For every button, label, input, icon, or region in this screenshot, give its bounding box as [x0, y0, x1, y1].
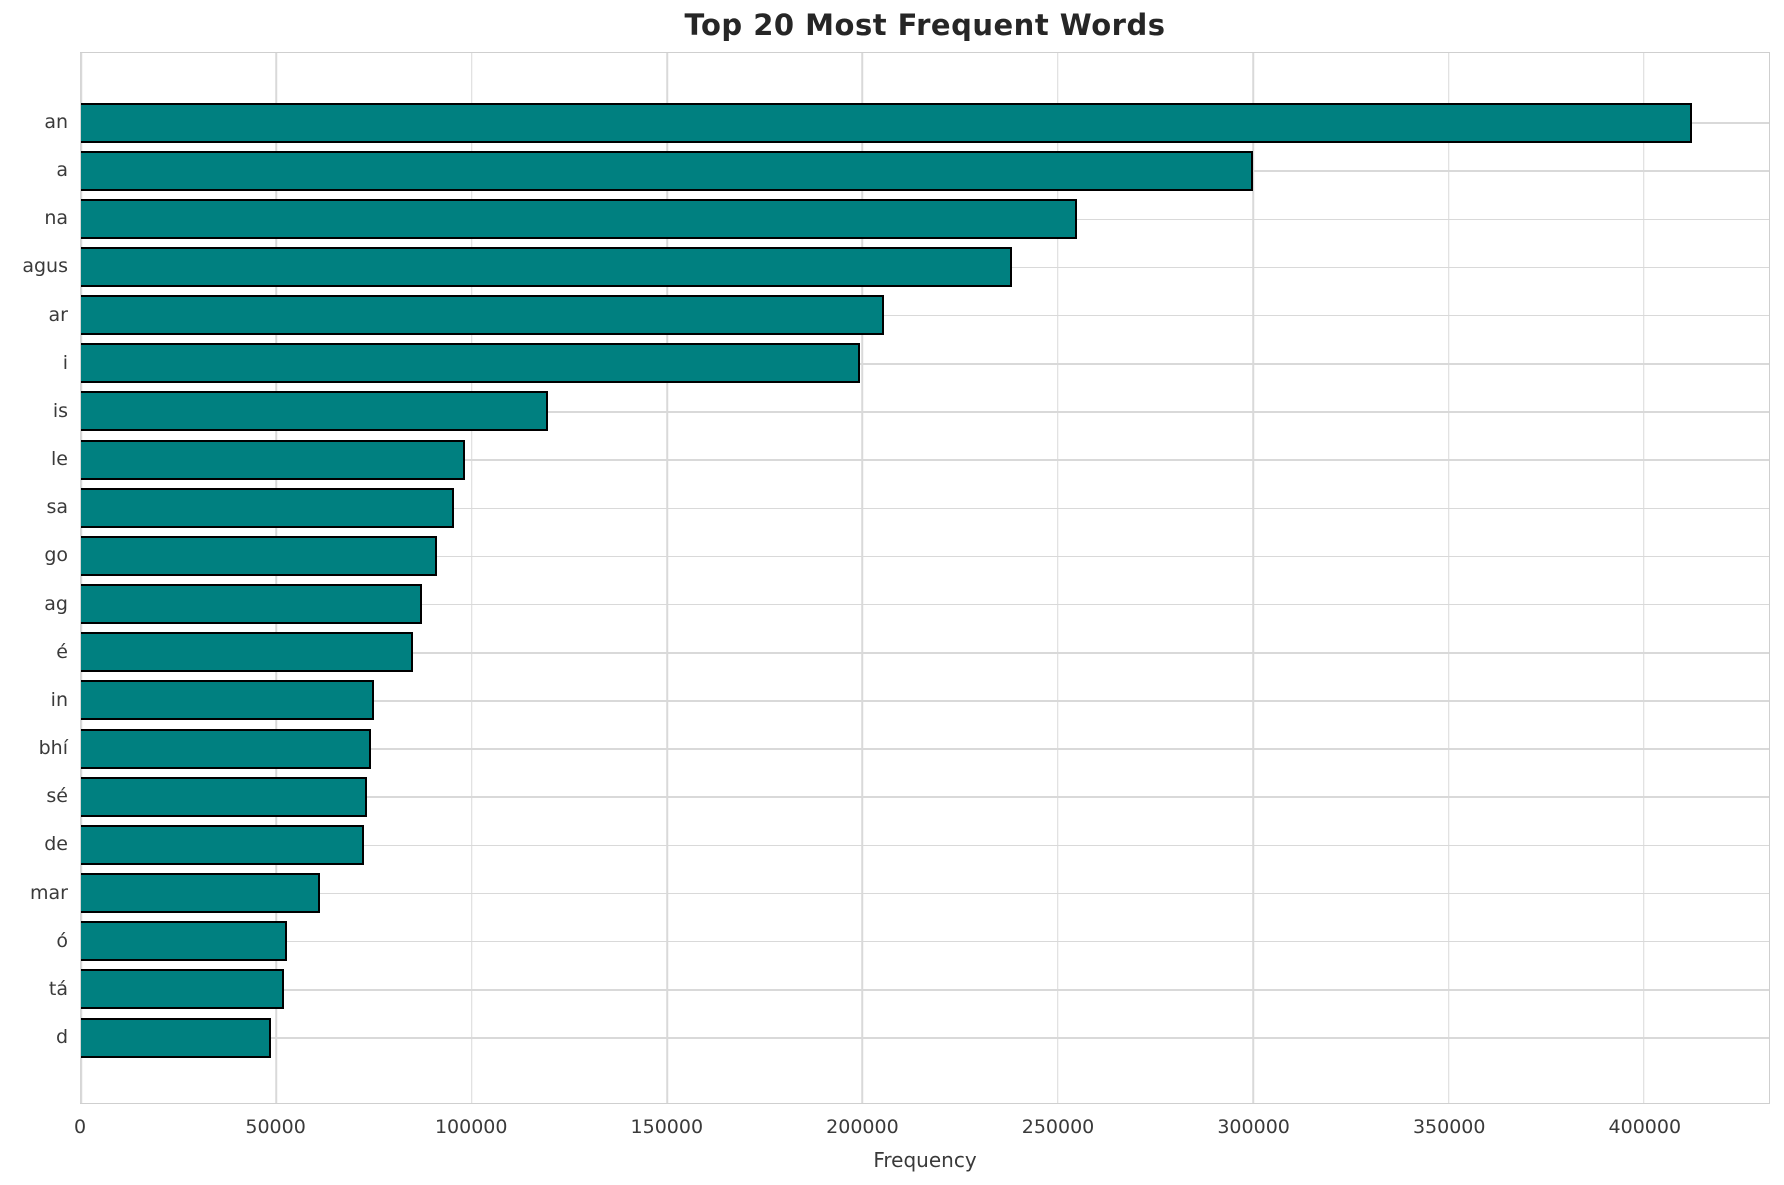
x-tick-label: 150000 — [630, 1116, 704, 1138]
bar — [81, 391, 548, 432]
y-tick-label: agus — [22, 255, 68, 278]
y-tick-label: sé — [46, 785, 68, 808]
gridline-vertical — [666, 53, 668, 1103]
x-tick-label: 100000 — [434, 1116, 508, 1138]
gridline-horizontal — [81, 989, 1769, 991]
bar — [81, 246, 1013, 287]
chart-title: Top 20 Most Frequent Words — [684, 8, 1166, 42]
y-tick-label: ar — [48, 303, 68, 326]
gridline-horizontal — [81, 411, 1769, 413]
y-tick-label: bhí — [38, 737, 68, 760]
y-tick-label: a — [56, 159, 68, 182]
bar — [81, 632, 414, 673]
y-tick-label: an — [44, 111, 68, 133]
bar — [81, 198, 1078, 239]
gridline-vertical — [275, 53, 278, 1103]
gridline-vertical — [1252, 53, 1254, 1103]
x-tick-label: 300000 — [1217, 1116, 1290, 1138]
bar — [81, 439, 466, 480]
x-axis-title: Frequency — [873, 1148, 977, 1172]
y-tick-label: ó — [56, 929, 68, 952]
gridline-horizontal — [81, 892, 1769, 895]
bar — [81, 824, 364, 865]
gridline-horizontal — [81, 748, 1769, 750]
gridline-vertical — [1447, 53, 1450, 1103]
y-tick-label: de — [44, 833, 68, 856]
bar — [81, 487, 455, 528]
x-tick-label: 250000 — [1021, 1116, 1095, 1138]
bar — [81, 728, 371, 769]
gridline-horizontal — [81, 363, 1769, 365]
gridline-horizontal — [81, 459, 1769, 461]
y-tick-label: d — [55, 1026, 68, 1049]
y-tick-label: sa — [46, 496, 68, 519]
bar — [81, 776, 368, 817]
bar — [81, 680, 374, 721]
y-tick-label: é — [56, 640, 68, 663]
bar — [81, 969, 284, 1010]
y-tick-label: ag — [44, 592, 68, 615]
bar — [81, 1017, 271, 1058]
bar — [81, 150, 1253, 191]
y-tick-label: in — [50, 688, 68, 711]
y-tick-label: mar — [30, 881, 68, 904]
gridline-horizontal — [81, 940, 1769, 943]
gridline-vertical — [470, 53, 473, 1103]
y-tick-label: go — [44, 544, 68, 567]
y-tick-label: is — [52, 399, 68, 422]
gridline-vertical — [1057, 53, 1059, 1103]
gridline-horizontal — [81, 507, 1769, 510]
bar — [81, 584, 422, 625]
gridline-horizontal — [81, 314, 1769, 317]
gridline-vertical — [1643, 53, 1645, 1103]
gridline-horizontal — [81, 555, 1769, 558]
y-tick-label: le — [51, 448, 68, 471]
gridline-vertical — [80, 53, 82, 1103]
gridline-horizontal — [81, 700, 1769, 702]
x-tick-label: 200000 — [826, 1116, 899, 1138]
x-tick-label: 50000 — [245, 1116, 306, 1138]
bar — [81, 102, 1692, 143]
bar — [81, 343, 861, 384]
bar — [81, 295, 885, 336]
gridline-horizontal — [81, 844, 1769, 847]
y-tick-label: na — [44, 207, 68, 230]
gridline-horizontal — [81, 652, 1769, 654]
gridline-horizontal — [81, 796, 1769, 798]
y-tick-label: i — [62, 351, 68, 374]
y-tick-label: tá — [48, 977, 68, 1000]
bar — [81, 535, 437, 576]
plot-area — [80, 52, 1770, 1104]
gridline-vertical — [861, 53, 864, 1103]
x-tick-label: 400000 — [1608, 1116, 1682, 1138]
bar — [81, 873, 320, 914]
gridline-horizontal — [81, 603, 1769, 606]
gridline-horizontal — [81, 1037, 1769, 1039]
x-tick-label: 350000 — [1412, 1116, 1486, 1138]
x-tick-label: 0 — [73, 1116, 87, 1138]
bar — [81, 921, 287, 962]
